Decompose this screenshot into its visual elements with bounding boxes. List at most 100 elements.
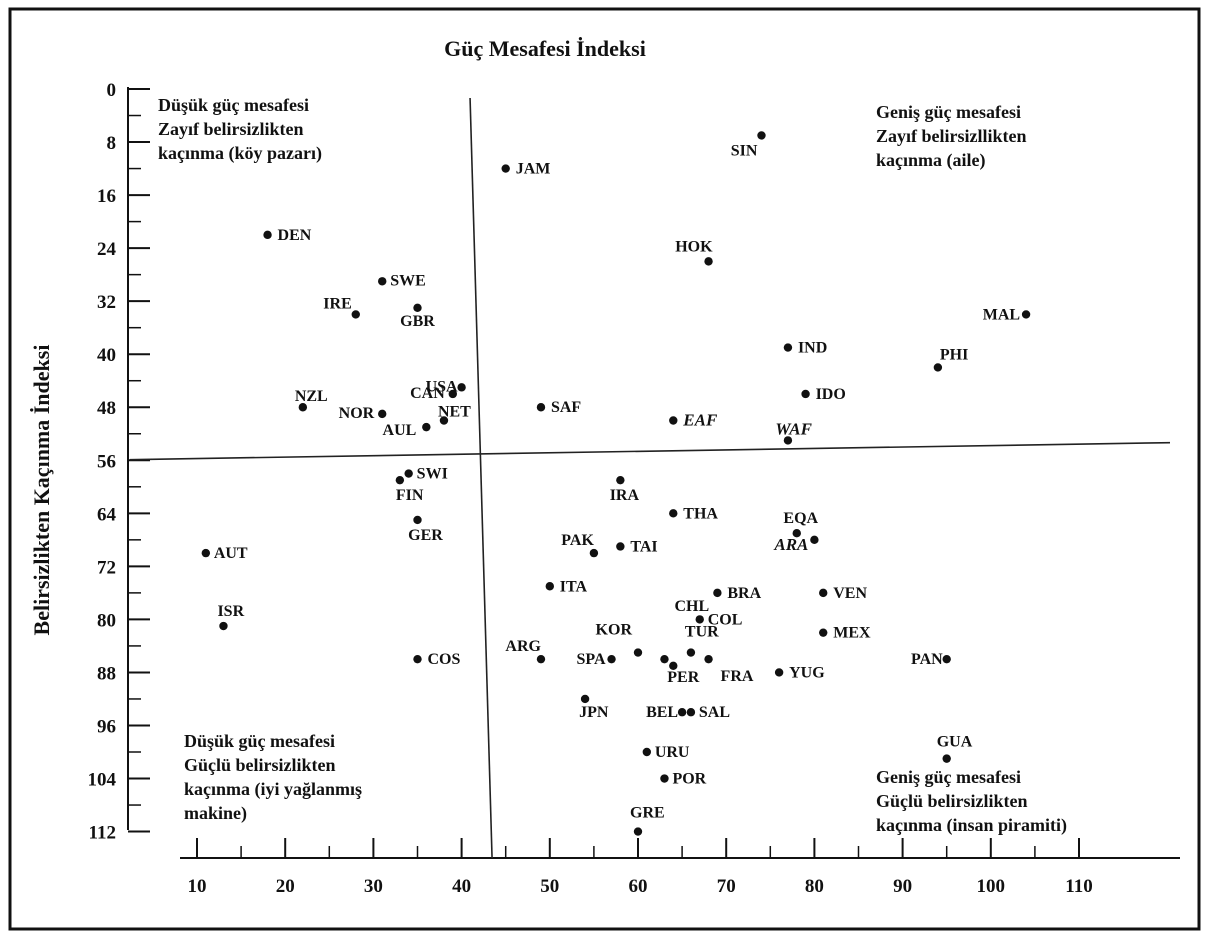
point-dot [448, 389, 457, 399]
point-label: THA [683, 505, 718, 522]
data-point-per: PER [667, 661, 700, 686]
quadrant-text-bottom-left: Güçlü belirsizlikten [184, 755, 336, 775]
quadrant-text-top-left: Düşük güç mesafesi [158, 95, 309, 115]
data-point-waf: WAF [775, 419, 813, 445]
data-point-col: COL [695, 611, 743, 628]
point-label: GER [408, 527, 443, 544]
point-label: TAI [630, 538, 657, 555]
point-label: PHI [940, 346, 968, 363]
data-point-uru: URU [642, 744, 690, 761]
data-point-can: CAN [410, 385, 457, 402]
quadrant-text-top-left: Zayıf belirsizlikten [158, 119, 304, 139]
point-dot [774, 668, 784, 677]
point-dot [589, 548, 599, 558]
data-point-jam: JAM [501, 161, 550, 178]
point-dot [413, 515, 422, 525]
point-label: AUT [214, 545, 248, 562]
point-dot [616, 542, 625, 551]
data-point-yug: YUG [774, 664, 825, 681]
point-label: EAF [682, 411, 718, 430]
point-label: NOR [339, 405, 375, 422]
data-point-spa: SPA [576, 651, 616, 668]
data-point-nor: NOR [339, 405, 387, 422]
x-tick-label: 60 [629, 876, 648, 897]
point-label: ARG [505, 638, 541, 655]
x-tick-label: 100 [977, 876, 1006, 897]
data-point-chl: CHL [660, 598, 709, 664]
point-dot [580, 694, 590, 704]
data-point-fra: FRA [704, 654, 754, 685]
point-label: CAN [410, 385, 445, 402]
quadrant-text-bottom-left: Düşük güç mesafesi [184, 731, 335, 751]
point-label: SWI [417, 466, 448, 483]
point-dot [660, 774, 669, 783]
point-dot [713, 588, 722, 598]
point-dot [660, 654, 669, 664]
point-label: YUG [789, 664, 825, 681]
point-dot [1021, 310, 1031, 319]
point-label: PAK [561, 532, 594, 549]
point-dot [219, 621, 228, 631]
point-dot [298, 403, 308, 412]
x-tick-label: 20 [276, 876, 295, 897]
point-dot [669, 416, 678, 425]
point-label: IRA [610, 487, 640, 504]
y-tick-label: 96 [97, 716, 116, 737]
outer-border [8, 7, 1201, 931]
point-dot [536, 403, 546, 412]
y-tick-label: 72 [97, 557, 116, 578]
data-point-por: POR [660, 771, 707, 788]
point-label: KOR [596, 622, 633, 639]
y-tick-label: 80 [97, 610, 116, 631]
data-point-tha: THA [669, 505, 718, 522]
point-dot [686, 648, 696, 657]
point-label: BRA [727, 585, 761, 602]
point-dot [413, 303, 422, 312]
x-tick-label: 80 [805, 876, 824, 897]
point-label: NET [438, 404, 471, 421]
point-dot [810, 535, 819, 545]
point-dot [783, 343, 793, 352]
y-tick-label: 24 [97, 239, 117, 260]
point-dot [633, 648, 643, 657]
point-dot [695, 615, 704, 624]
y-tick-label: 112 [89, 823, 116, 844]
data-point-mal: MAL [983, 306, 1031, 323]
data-point-saf: SAF [536, 399, 581, 416]
data-point-cos: COS [413, 651, 461, 668]
point-dot [413, 654, 422, 664]
point-label: GRE [630, 805, 665, 822]
y-tick-label: 88 [97, 663, 116, 684]
point-label: DEN [278, 227, 312, 244]
point-label: WAF [775, 419, 812, 438]
point-dot [633, 827, 643, 836]
data-point-sal: SAL [686, 704, 730, 721]
data-point-aut: AUT [201, 545, 248, 562]
x-tick-label: 110 [1065, 876, 1092, 897]
point-label: ITA [560, 578, 588, 595]
point-label: IDO [816, 386, 846, 403]
data-point-arg: ARG [505, 638, 546, 664]
x-tick-label: 90 [893, 876, 912, 897]
data-point-ind: IND [783, 340, 827, 357]
data-point-sin: SIN [731, 131, 766, 159]
point-label: SPA [576, 651, 605, 668]
x-tick-label: 50 [540, 876, 559, 897]
point-dot [395, 475, 405, 485]
point-label: PAN [911, 651, 943, 668]
point-dot [422, 422, 431, 432]
data-point-swe: SWE [378, 272, 426, 289]
point-label: PER [667, 669, 699, 686]
data-point-eqa: EQA [783, 510, 819, 538]
point-dot [942, 654, 951, 664]
point-dot [669, 509, 678, 518]
point-dot [783, 436, 793, 445]
y-tick-label: 56 [97, 451, 116, 472]
data-point-phi: PHI [933, 346, 968, 372]
data-point-net: NET [438, 404, 471, 425]
point-label: COL [708, 611, 743, 628]
data-point-ger: GER [408, 515, 443, 544]
point-label: GBR [400, 313, 435, 330]
